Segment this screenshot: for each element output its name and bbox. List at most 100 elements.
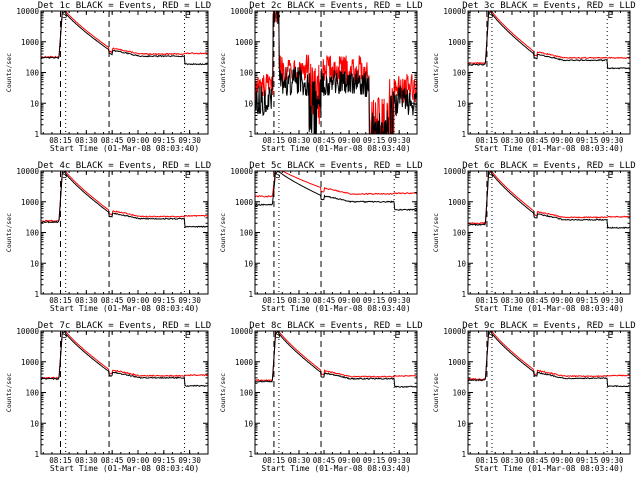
y-tick-label: 1 <box>34 290 39 299</box>
x-tick-label: 09:30 <box>388 136 411 145</box>
y-tick-label: 1 <box>461 290 466 299</box>
y-tick-label: 1000 <box>448 198 467 207</box>
x-tick-label: 08:45 <box>526 296 549 305</box>
x-tick-label: 09:30 <box>388 296 411 305</box>
x-tick-label: 08:45 <box>101 136 124 145</box>
y-tick-label: 1 <box>248 130 253 139</box>
end-marker-label: E <box>185 11 190 21</box>
x-tick-label: 09:15 <box>153 456 176 465</box>
y-tick-label: 100 <box>452 389 466 398</box>
x-tick-label: 09:30 <box>601 456 624 465</box>
end-marker-label: E <box>185 331 190 341</box>
start-marker-label: S <box>275 171 280 181</box>
x-tick-label: 09:00 <box>127 136 150 145</box>
y-tick-label: 1000 <box>235 358 254 367</box>
x-tick-label: 08:30 <box>75 136 98 145</box>
x-tick-label: 08:15 <box>476 456 499 465</box>
x-tick-label: 09:30 <box>178 456 201 465</box>
x-tick-label: 09:00 <box>551 136 574 145</box>
x-tick-label: 08:30 <box>288 296 311 305</box>
y-tick-label: 1 <box>248 450 253 459</box>
x-tick-label: 09:15 <box>576 136 599 145</box>
end-marker-label: E <box>394 331 399 341</box>
x-tick-label: 09:15 <box>363 456 386 465</box>
y-tick-label: 10000 <box>16 327 39 336</box>
y-tick-label: 10 <box>30 259 40 268</box>
panel-title: Det 3c BLACK = Events, RED = LLD <box>462 1 635 11</box>
y-tick-label: 10000 <box>16 7 39 16</box>
x-tick-label: 09:00 <box>338 456 361 465</box>
y-tick-label: 10000 <box>230 167 253 176</box>
y-tick-label: 1000 <box>448 358 467 367</box>
y-axis-label: Counts/sec <box>219 53 227 92</box>
end-marker-label: E <box>394 11 399 21</box>
x-tick-label: 08:15 <box>263 456 286 465</box>
panel-title: Det 4c BLACK = Events, RED = LLD <box>38 161 211 171</box>
y-tick-label: 1 <box>248 290 253 299</box>
x-tick-label: 09:00 <box>338 296 361 305</box>
x-tick-label: 08:45 <box>526 456 549 465</box>
series-lld-line <box>255 331 417 382</box>
y-tick-label: 100 <box>452 229 466 238</box>
y-axis-label: Counts/sec <box>432 373 440 412</box>
x-tick-label: 09:30 <box>178 296 201 305</box>
x-tick-label: 08:30 <box>75 456 98 465</box>
series-lld-line <box>41 171 208 223</box>
x-tick-label: 08:15 <box>476 136 499 145</box>
y-tick-label: 1000 <box>235 38 254 47</box>
y-tick-label: 10 <box>244 259 254 268</box>
y-tick-label: 10000 <box>230 7 253 16</box>
y-tick-label: 1000 <box>21 358 40 367</box>
y-tick-label: 1 <box>34 450 39 459</box>
series-lld-line <box>468 331 630 381</box>
x-axis-label: Start Time (01-Mar-08 08:03:40) <box>50 464 199 473</box>
end-marker-label: E <box>607 331 612 341</box>
x-tick-label: 08:30 <box>288 456 311 465</box>
x-tick-label: 08:45 <box>526 136 549 145</box>
start-marker-label: S <box>62 331 67 341</box>
y-tick-label: 1000 <box>235 198 254 207</box>
x-tick-label: 08:45 <box>313 136 336 145</box>
x-tick-label: 08:15 <box>476 296 499 305</box>
x-axis-label: Start Time (01-Mar-08 08:03:40) <box>50 144 199 153</box>
y-tick-label: 10 <box>457 259 467 268</box>
y-axis-label: Counts/sec <box>5 53 13 92</box>
x-axis-label: Start Time (01-Mar-08 08:03:40) <box>261 144 410 153</box>
series-lld-line <box>468 171 630 225</box>
panel-title: Det 5c BLACK = Events, RED = LLD <box>249 161 422 171</box>
y-tick-label: 1 <box>461 450 466 459</box>
series-events-line <box>255 331 417 388</box>
x-tick-label: 09:15 <box>153 136 176 145</box>
y-tick-label: 1000 <box>21 198 40 207</box>
x-axis-label: Start Time (01-Mar-08 08:03:40) <box>474 464 623 473</box>
x-tick-label: 08:15 <box>263 296 286 305</box>
y-tick-label: 10000 <box>230 327 253 336</box>
x-tick-label: 08:15 <box>49 296 72 305</box>
x-tick-label: 09:15 <box>576 296 599 305</box>
y-tick-label: 10 <box>244 99 254 108</box>
x-tick-label: 09:00 <box>551 456 574 465</box>
start-marker-label: S <box>488 171 493 181</box>
y-tick-label: 10 <box>244 419 254 428</box>
start-marker-label: S <box>62 171 67 181</box>
x-tick-label: 08:45 <box>101 296 124 305</box>
start-marker-label: S <box>488 11 493 21</box>
x-axis-label: Start Time (01-Mar-08 08:03:40) <box>261 304 410 313</box>
x-tick-label: 08:30 <box>501 136 524 145</box>
x-tick-label: 08:30 <box>501 296 524 305</box>
y-axis-label: Counts/sec <box>5 213 13 252</box>
x-axis-label: Start Time (01-Mar-08 08:03:40) <box>474 304 623 313</box>
series-events-line <box>468 171 630 230</box>
y-tick-label: 10000 <box>443 167 466 176</box>
y-tick-label: 100 <box>25 69 39 78</box>
y-tick-label: 100 <box>239 69 253 78</box>
x-tick-label: 09:00 <box>338 136 361 145</box>
y-tick-label: 1 <box>34 130 39 139</box>
start-marker-label: S <box>488 331 493 341</box>
x-tick-label: 08:15 <box>49 136 72 145</box>
x-tick-label: 09:15 <box>363 296 386 305</box>
